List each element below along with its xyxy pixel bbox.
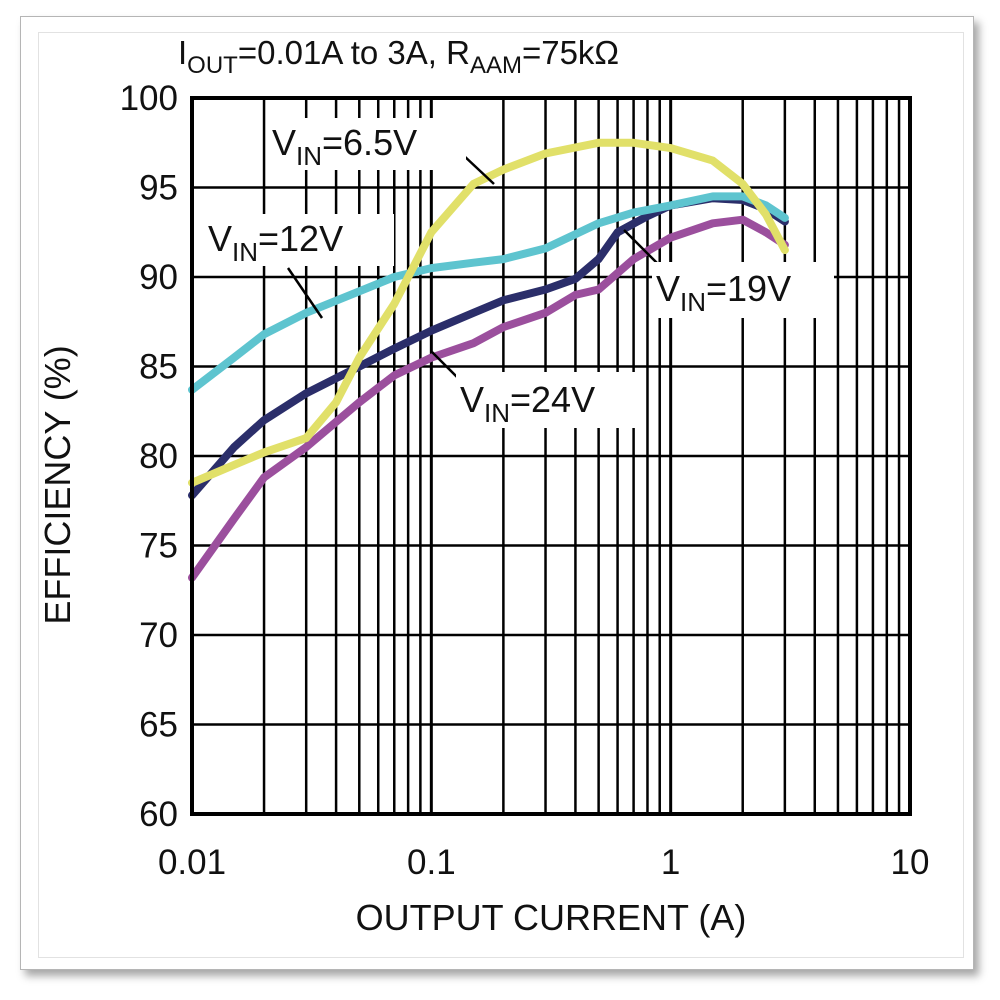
x-tick-label: 0.1 [407, 843, 456, 882]
label-vin-6p5v: VIN=6.5V [272, 122, 417, 171]
label-bg-12v [204, 214, 394, 266]
y-tick-labels: 100 95 90 85 80 75 70 65 60 [120, 79, 178, 834]
x-tick-label: 10 [891, 843, 930, 882]
plot-border [190, 96, 912, 816]
y-tick-label: 80 [139, 437, 178, 476]
label-bg-24v [456, 372, 638, 428]
x-tick-label: 0.01 [158, 843, 226, 882]
x-tick-label: 1 [661, 843, 680, 882]
label-vin-19v: VIN=19V [656, 268, 791, 317]
y-tick-label: 60 [139, 795, 178, 834]
label-vin-12v: VIN=12V [208, 218, 343, 267]
y-tick-label: 85 [139, 348, 178, 387]
label-bg-19v [652, 262, 834, 318]
chart-inner-border [38, 32, 964, 958]
chart-title: IOUT=0.01A to 3A, RAAM=75kΩ [178, 34, 619, 79]
y-tick-label: 95 [139, 169, 178, 208]
series-line-24v [188, 215, 789, 582]
y-tick-label: 90 [139, 258, 178, 297]
series-lines [188, 138, 789, 582]
label-leader-19v [623, 229, 661, 267]
y-tick-label: 100 [120, 79, 178, 118]
label-bg-6p5v [268, 118, 466, 170]
y-tick-label: 65 [139, 706, 178, 745]
x-tick-labels: 0.01 0.1 1 10 [158, 843, 930, 882]
series-line-12v [188, 192, 789, 394]
y-axis-label: EFFICIENCY (%) [37, 345, 78, 624]
series-labels: VIN=6.5V VIN=12V VIN=19V VIN=24V [204, 118, 834, 428]
grid [190, 96, 910, 816]
y-tick-label: 70 [139, 616, 178, 655]
label-leader-6p5v [461, 153, 495, 185]
y-tick-label: 75 [139, 527, 178, 566]
series-line-65v [188, 138, 789, 487]
label-leader-12v [286, 267, 324, 319]
label-vin-24v: VIN=24V [460, 379, 595, 428]
x-axis-label: OUTPUT CURRENT (A) [356, 897, 747, 938]
